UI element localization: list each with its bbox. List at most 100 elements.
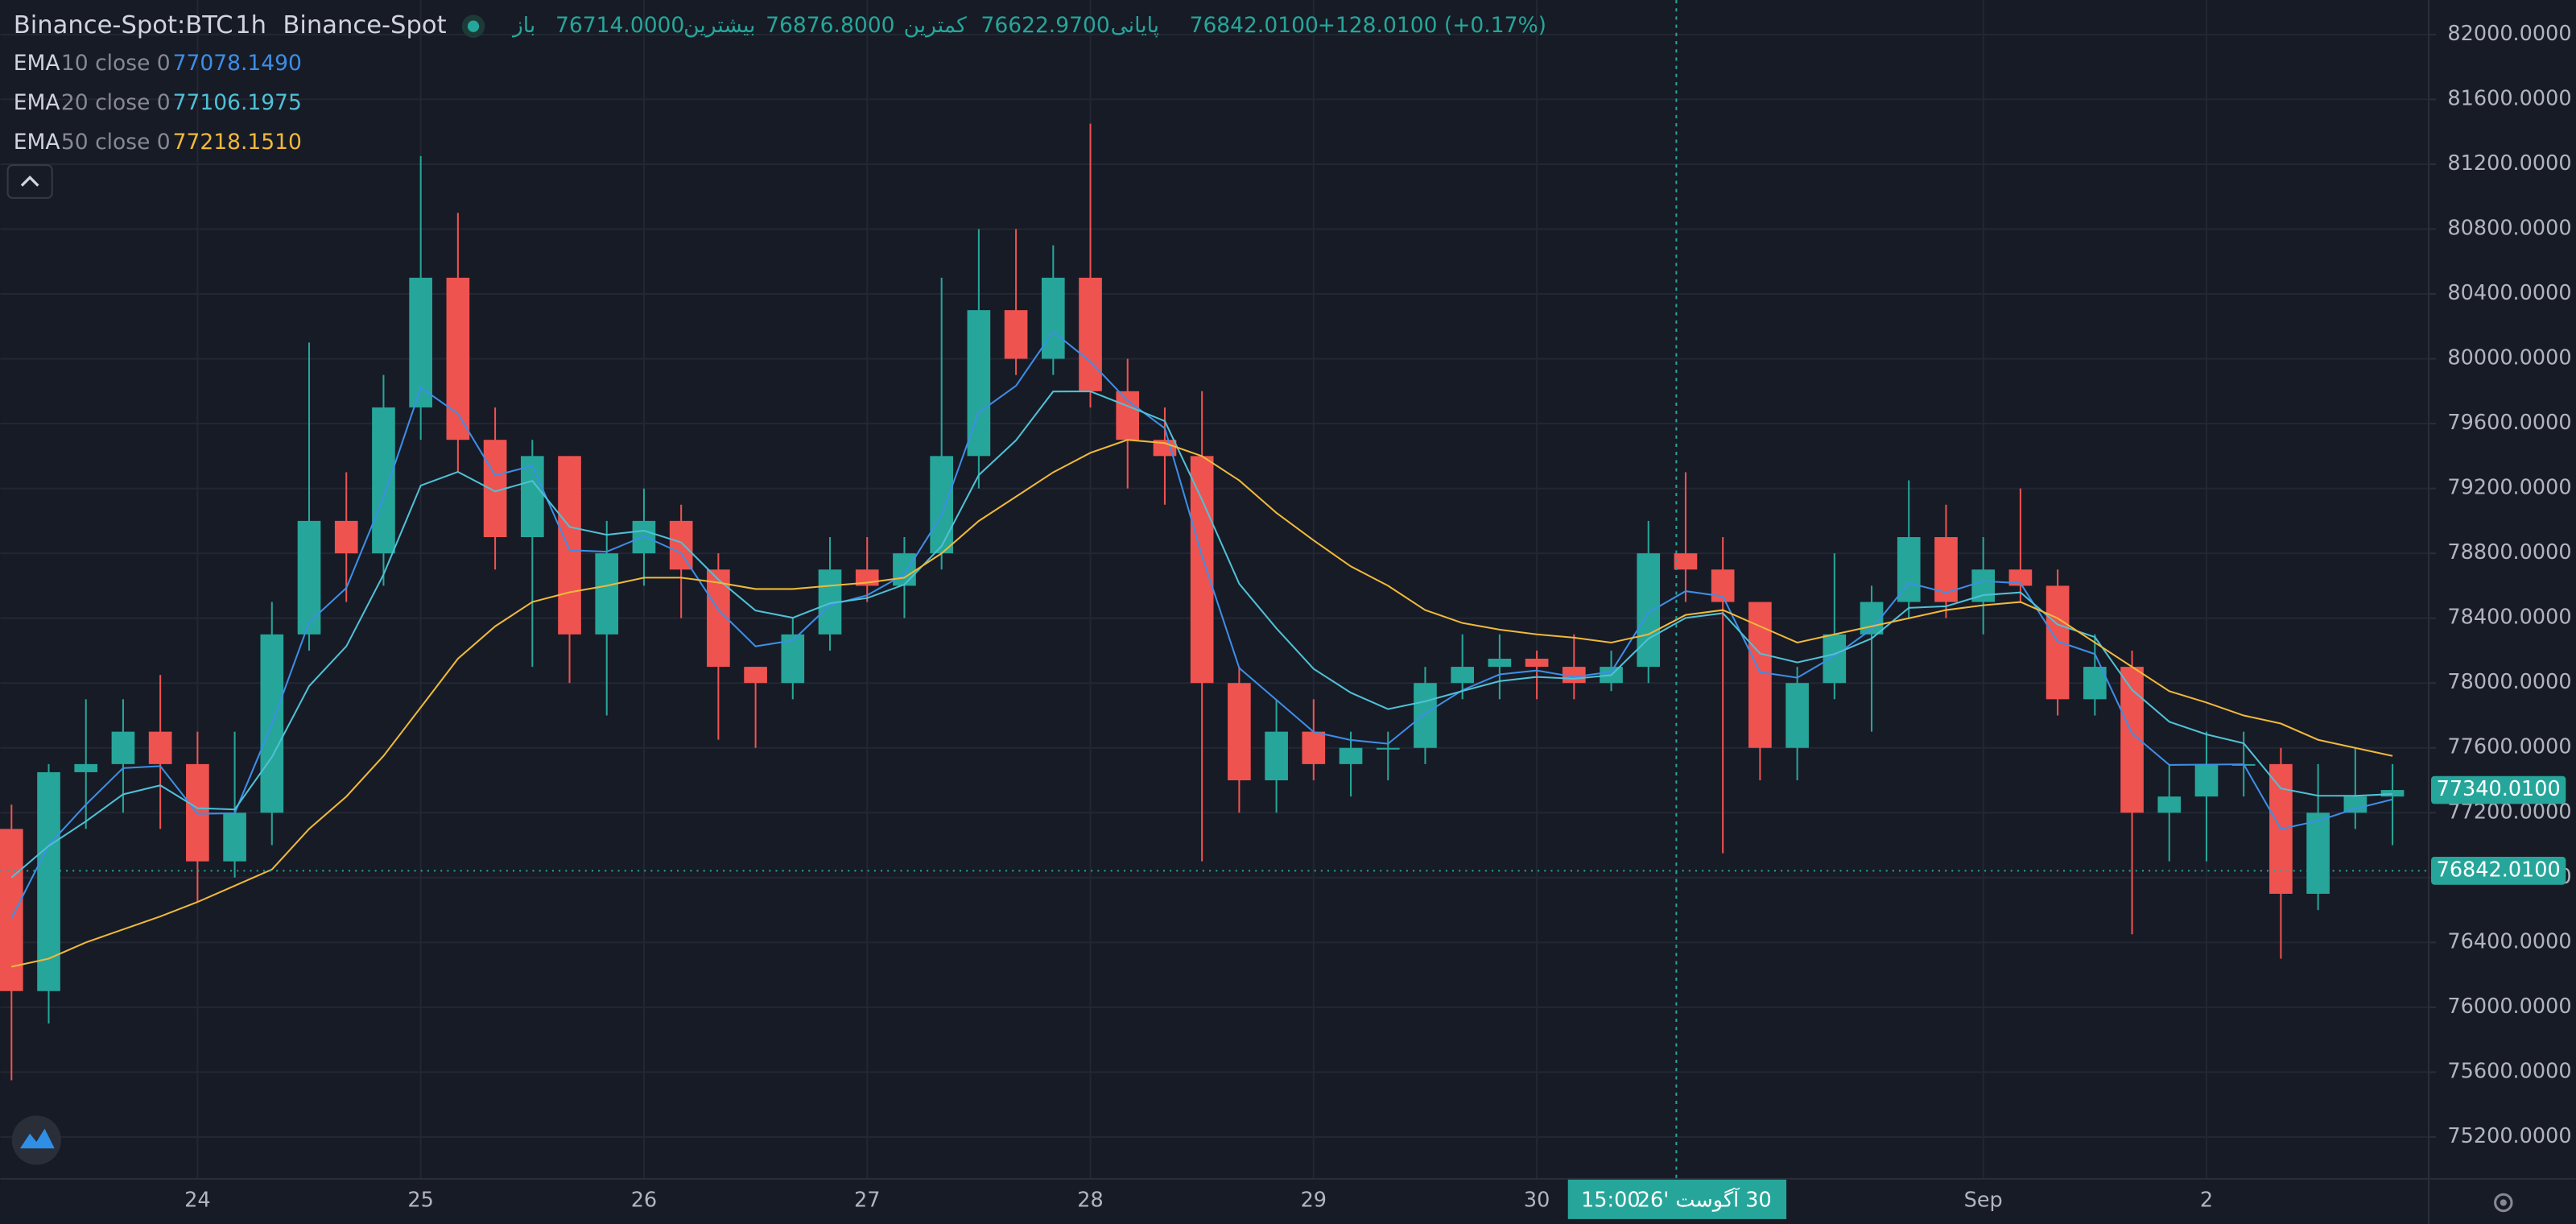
y-tick-label: 79200.0000 [2447, 476, 2571, 500]
y-tick-label: 76000.0000 [2447, 994, 2571, 1019]
y-tick-label: 78800.0000 [2447, 540, 2571, 564]
ema-line [10, 330, 2393, 919]
candle-body [1153, 440, 1177, 457]
ema-line [10, 390, 2393, 879]
low-value: 76622.9700 [980, 13, 1109, 38]
y-tick-label: 76400.0000 [2447, 929, 2571, 953]
collapse-icon[interactable] [20, 176, 39, 187]
open-value: 76714.0000 [555, 13, 684, 38]
x-tick-label: 2 [2200, 1188, 2213, 1212]
crosshair-time: 15:00 [1581, 1188, 1640, 1212]
change: +128.0100 (+0.17%) [1318, 13, 1546, 38]
candle-body [1451, 667, 1474, 684]
candle-body [334, 520, 358, 554]
candle-body [2008, 569, 2033, 586]
plot-area [0, 0, 2428, 1178]
x-tick-label: 26 [631, 1188, 657, 1212]
candle-body [0, 829, 23, 991]
indicator-value: 77106.1975 [173, 90, 302, 115]
status-dot [467, 20, 480, 32]
collapse-box[interactable] [6, 164, 53, 199]
candle-body [1041, 277, 1065, 359]
candle-body [2194, 763, 2219, 797]
y-tick-label: 81200.0000 [2447, 151, 2571, 176]
candle-body [74, 763, 98, 772]
candle-body [2343, 796, 2368, 813]
price-tag-label: 77340.0100 [2437, 777, 2561, 801]
y-tick-label: 77600.0000 [2447, 735, 2571, 759]
y-tick-label: 81600.0000 [2447, 86, 2571, 110]
logo[interactable] [11, 1115, 61, 1165]
candle-body [2380, 790, 2405, 797]
x-tick-label: 27 [854, 1188, 880, 1212]
candle-body [1637, 553, 1661, 668]
candle-body [372, 407, 395, 554]
settings-core[interactable] [2500, 1199, 2507, 1206]
close-label: پایانی [1111, 13, 1159, 38]
collapse-button[interactable] [6, 164, 53, 199]
candle-body [669, 520, 693, 570]
candle-body [1302, 731, 1326, 764]
y-tick-label: 80400.0000 [2447, 281, 2571, 305]
crosshair-date: 30 آگوست '26 [1637, 1187, 1772, 1212]
x-tick-label: 24 [184, 1188, 210, 1212]
price-tag [2431, 857, 2566, 885]
x-tick-label: 30 [1524, 1188, 1550, 1212]
y-tick-label: 78400.0000 [2447, 606, 2571, 630]
y-tick-label: 75600.0000 [2447, 1059, 2571, 1083]
candle-body [1823, 634, 1847, 684]
candle-body [1674, 553, 1698, 570]
ema-line [11, 439, 2393, 968]
low-label: کمترین [904, 13, 968, 38]
x-tick-label: Sep [1964, 1188, 2003, 1212]
candle-body [1748, 602, 1772, 748]
candle-body [1339, 747, 1363, 764]
open-label: باز [511, 13, 535, 38]
indicator-value: 77078.1490 [173, 51, 302, 76]
grid [0, 0, 2428, 1178]
axes: 75200.0000 75600.0000 76000.0000 76400.0000… [184, 22, 2572, 1219]
indicator-name: EMA [14, 51, 60, 76]
candle-body [1190, 456, 1214, 684]
x-tick-label: 25 [407, 1188, 433, 1212]
candle-body [297, 520, 321, 635]
candle-body [1488, 659, 1512, 668]
price-tag-label: 76842.0100 [2437, 858, 2561, 882]
y-tick-label: 80800.0000 [2447, 216, 2571, 240]
candle-body [930, 456, 953, 554]
indicator-params: 10 close 0 [61, 51, 171, 76]
x-tick-label: 28 [1077, 1188, 1103, 1212]
candle-body [2306, 813, 2330, 894]
indicator-name: EMA [14, 130, 60, 155]
candle-body [558, 456, 581, 635]
candle-body [595, 553, 619, 635]
y-tick-label: 75200.0000 [2447, 1124, 2571, 1148]
crosshair-tag [1567, 1179, 1787, 1219]
indicator-params: 50 close 0 [61, 130, 171, 155]
settings-button[interactable] [2494, 1193, 2513, 1213]
close-value: 76842.0100 [1190, 13, 1319, 38]
y-tick-label: 82000.0000 [2447, 22, 2571, 46]
candle-body [744, 667, 767, 684]
candle-body [781, 634, 805, 684]
candle-body [1116, 391, 1140, 440]
candle-body [1265, 731, 1288, 781]
candle-body [1785, 683, 1809, 748]
candle-body [223, 813, 246, 862]
price-tag [2431, 775, 2566, 804]
candle-body [520, 456, 544, 538]
y-tick-label: 79600.0000 [2447, 411, 2571, 435]
candle-body [1525, 659, 1549, 668]
logo-mark[interactable] [19, 1128, 55, 1149]
candle-body [1376, 747, 1400, 750]
candle-body [2157, 796, 2182, 813]
y-tick-label: 78000.0000 [2447, 670, 2571, 694]
indicator-value: 77218.1510 [173, 130, 302, 155]
logo-circle[interactable] [11, 1115, 61, 1165]
candle-body [446, 277, 470, 440]
symbol: Binance-Spot:BTC [14, 11, 233, 39]
candle-body [1079, 277, 1102, 391]
settings-icon[interactable] [2494, 1193, 2513, 1213]
